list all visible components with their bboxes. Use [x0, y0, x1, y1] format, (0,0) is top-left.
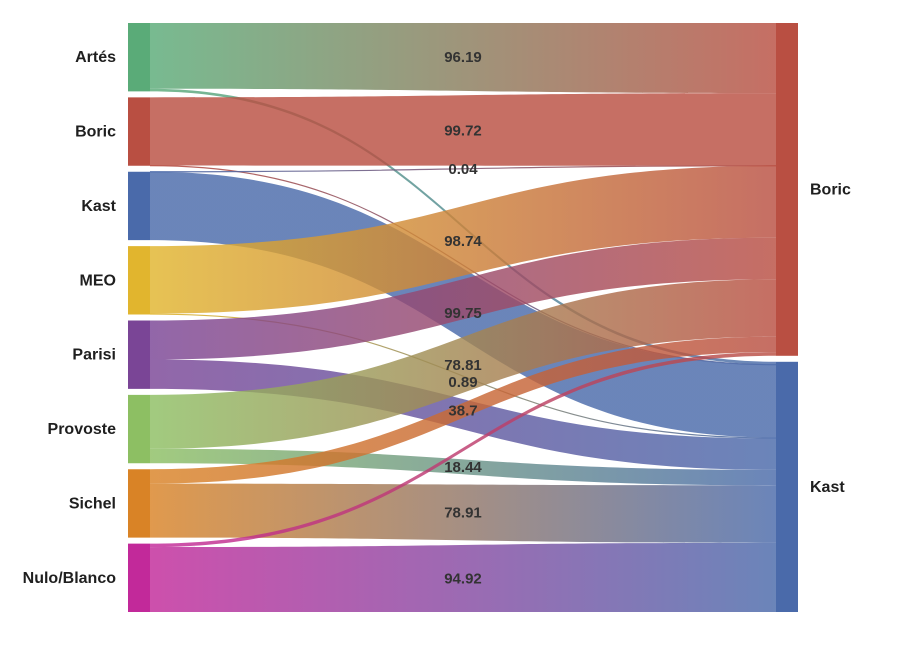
nodes: Artés Boric Kast MEO Parisi Provoste Sichel Nul… [23, 23, 851, 612]
source-node-meo[interactable] [128, 246, 150, 315]
link-sichel-to-boric[interactable] [150, 336, 776, 484]
source-label-kast: Kast [81, 198, 116, 215]
source-label-sichel: Sichel [69, 495, 116, 512]
source-label-parisi: Parisi [72, 347, 116, 364]
source-node-provoste[interactable] [128, 394, 150, 464]
link-kast-to-boric[interactable] [149, 165, 777, 173]
source-label-nulo-blanco: Nulo/Blanco [23, 570, 117, 587]
target-label-boric: Boric [810, 181, 851, 198]
source-node-boric[interactable] [128, 97, 150, 166]
source-node-parisi[interactable] [128, 320, 150, 389]
link-meo-to-boric[interactable] [150, 165, 776, 314]
link-provoste-to-boric[interactable] [150, 279, 776, 449]
value-label-extra-0: 99.75 [444, 305, 482, 322]
target-node-kast[interactable] [776, 361, 798, 612]
value-labels: 96.19 99.72 0.04 98.74 78.810.89 38.7 18.44 78.… [444, 49, 482, 588]
source-node-art-s[interactable] [128, 23, 150, 92]
source-node-nulo-blanco[interactable] [128, 543, 150, 612]
target-node-boric[interactable] [776, 23, 798, 356]
source-node-kast[interactable] [128, 171, 150, 241]
source-label-provoste: Provoste [48, 421, 117, 438]
source-node-sichel[interactable] [128, 469, 150, 538]
source-label-boric: Boric [75, 124, 116, 141]
link-sichel-to-kast[interactable] [150, 483, 776, 543]
source-label-art-s: Artés [75, 49, 116, 66]
value-label-provoste-to-boric: 78.81 [444, 357, 482, 374]
value-label-art-s-to-boric: 96.19 [444, 49, 482, 66]
target-label-kast: Kast [810, 479, 845, 496]
value-label-meo-to-kast: 0.89 [448, 374, 477, 391]
link-nulo-blanco-to-boric[interactable] [150, 352, 776, 548]
value-label-provoste-to-kast: 18.44 [444, 459, 482, 476]
value-label-nulo-blanco-to-kast: 94.92 [444, 570, 482, 587]
value-label-boric-to-boric: 99.72 [444, 122, 482, 139]
value-label-kast-to-boric: 0.04 [448, 161, 478, 178]
link-art-s-to-boric[interactable] [150, 23, 776, 94]
value-label-sichel-to-kast: 78.91 [444, 504, 482, 521]
link-boric-to-boric[interactable] [150, 93, 776, 166]
link-nulo-blanco-to-kast[interactable] [150, 542, 776, 612]
link-parisi-to-boric[interactable] [150, 237, 776, 360]
value-label-meo-to-boric: 98.74 [444, 233, 482, 250]
value-label-sichel-to-boric: 38.7 [448, 402, 477, 419]
source-label-meo: MEO [80, 272, 116, 289]
links [149, 23, 777, 612]
